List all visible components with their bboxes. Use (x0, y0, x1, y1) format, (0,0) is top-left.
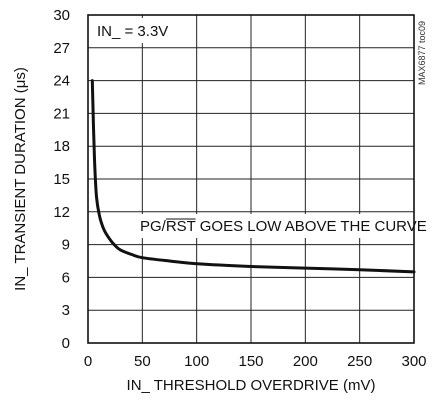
y-tick-label: 6 (62, 269, 70, 286)
curve-annotation-box (134, 214, 382, 238)
y-tick-label: 12 (53, 204, 70, 221)
curve-annotation-prefix: PG/ (140, 218, 167, 235)
condition-label: IN_ = 3.3V (97, 23, 168, 40)
y-tick-label: 27 (53, 40, 70, 57)
x-tick-label: 0 (84, 353, 92, 370)
y-tick-label: 0 (62, 335, 70, 352)
y-tick-label: 9 (62, 237, 70, 254)
x-tick-label: 50 (134, 353, 151, 370)
x-tick-label: 300 (401, 353, 426, 370)
series-layer (90, 79, 416, 274)
x-tick-label: 200 (293, 353, 318, 370)
series-line (90, 79, 416, 274)
y-tick-labels: 0 3 6 9 12 15 18 21 24 27 30 (53, 7, 70, 352)
condition-label-box (90, 18, 186, 43)
y-tick-label: 21 (53, 105, 70, 122)
curve-annotation-overlined: RST (166, 218, 196, 235)
y-tick-label: 24 (53, 73, 70, 90)
curve-annotation: PG/RST GOES LOW ABOVE THE CURVE (140, 218, 427, 235)
y-tick-label: 15 (53, 171, 70, 188)
x-tick-labels: 0 50 100 150 200 250 300 (84, 353, 427, 370)
x-tick-label: 250 (347, 353, 372, 370)
figure-id: MAX6877 toc09 (417, 21, 427, 85)
y-tick-label: 3 (62, 302, 70, 319)
plot-frame (87, 14, 415, 344)
x-axis-label: IN_ THRESHOLD OVERDRIVE (mV) (127, 377, 376, 394)
grid (88, 15, 414, 343)
y-tick-label: 30 (53, 7, 70, 24)
plot-border (87, 14, 415, 344)
y-tick-label: 18 (53, 138, 70, 155)
y-axis-label: IN_ TRANSIENT DURATION (μs) (12, 67, 29, 291)
x-tick-label: 150 (238, 353, 263, 370)
x-tick-label: 100 (184, 353, 209, 370)
curve-annotation-suffix: GOES LOW ABOVE THE CURVE (196, 218, 427, 235)
